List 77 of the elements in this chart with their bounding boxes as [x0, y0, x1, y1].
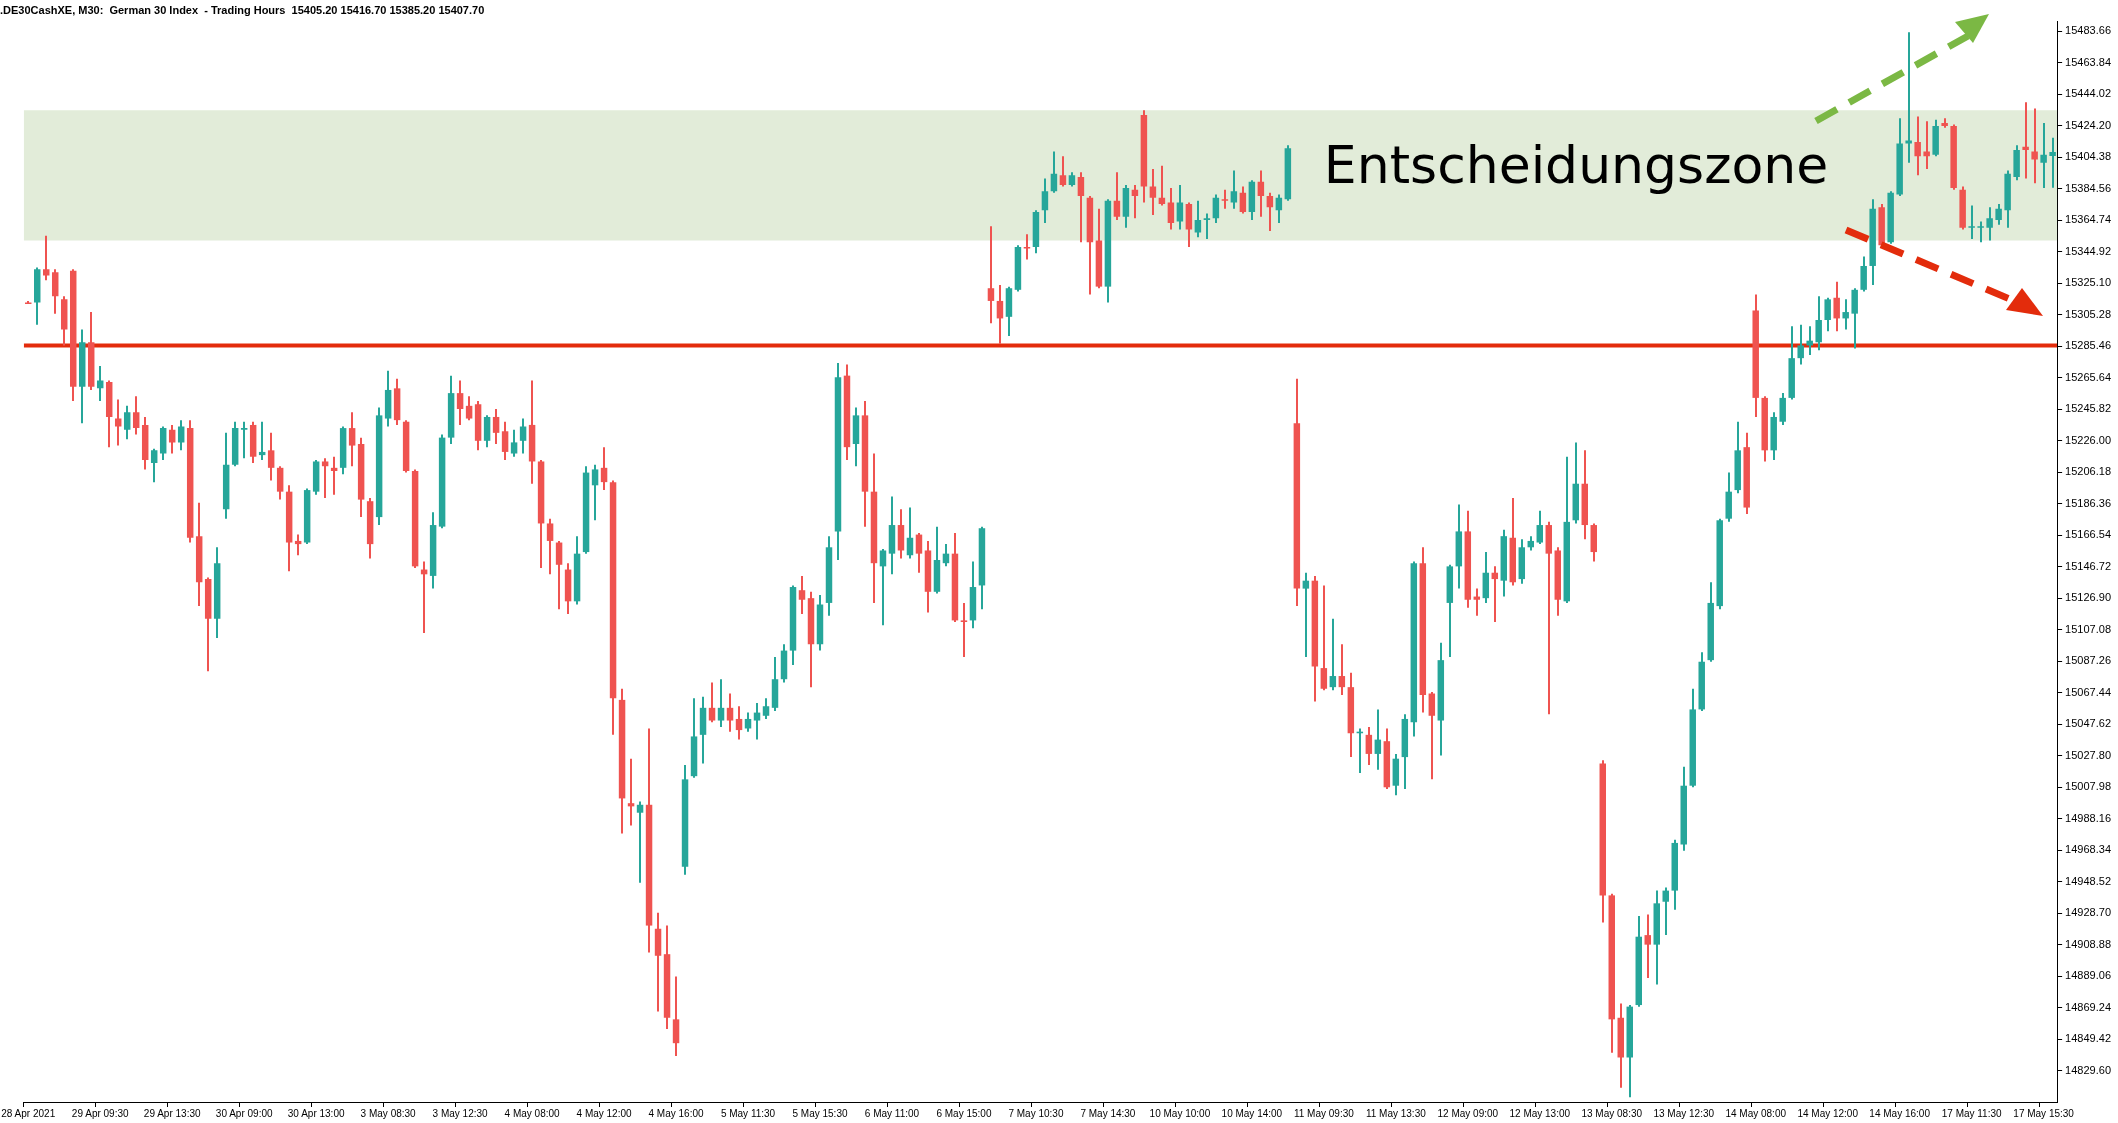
- y-tick-label: 15087.26: [2065, 654, 2112, 667]
- y-tick-label: 15364.74: [2065, 213, 2112, 226]
- x-tick-label: 13 May 12:30: [1653, 1107, 1715, 1119]
- x-tick-label: 12 May 13:00: [1509, 1107, 1571, 1119]
- x-tick-label: 17 May 15:30: [2013, 1107, 2075, 1119]
- chart-title: .DE30CashXE, M30: German 30 Index - Trading Hours 15405.20 15416.70 15385.20 15407.70: [0, 3, 485, 16]
- y-tick-label: 15325.10: [2065, 276, 2112, 289]
- y-tick-label: 15166.54: [2065, 528, 2112, 541]
- x-tick-label: 3 May 12:30: [432, 1107, 489, 1119]
- y-tick-label: 14968.34: [2065, 843, 2112, 856]
- y-tick-label: 15206.18: [2065, 465, 2112, 478]
- y-tick-label: 14869.24: [2065, 1000, 2112, 1013]
- y-tick-label: 14988.16: [2065, 811, 2112, 824]
- y-tick-label: 15107.08: [2065, 622, 2112, 635]
- candlestick: [960, 602, 968, 657]
- x-tick-label: 4 May 12:00: [576, 1107, 633, 1119]
- y-tick-label: 15226.00: [2065, 433, 2112, 446]
- x-tick-label: 30 Apr 13:00: [287, 1107, 345, 1119]
- y-tick-label: 15067.44: [2065, 685, 2112, 698]
- y-tick-label: 15384.56: [2065, 181, 2112, 194]
- y-tick-label: 15007.98: [2065, 780, 2112, 793]
- candlestick: [1977, 221, 1984, 243]
- candlestick: [1968, 205, 1975, 239]
- y-tick-label: 15404.38: [2065, 150, 2112, 163]
- x-tick-label: 12 May 09:00: [1437, 1107, 1499, 1119]
- candlestick: [1203, 213, 1211, 239]
- candlestick: [2022, 102, 2029, 179]
- x-tick-label: 7 May 14:30: [1080, 1107, 1136, 1119]
- x-tick-label: 6 May 11:00: [864, 1107, 920, 1119]
- y-tick-label: 15344.92: [2065, 244, 2112, 257]
- y-tick-label: 15483.66: [2065, 24, 2112, 37]
- candlestick: [240, 421, 248, 459]
- y-tick-label: 15424.20: [2065, 118, 2112, 131]
- x-tick-label: 5 May 15:30: [792, 1107, 848, 1119]
- x-tick-label: 3 May 08:30: [360, 1107, 417, 1119]
- x-tick-label: 28 Apr 2021: [1, 1107, 56, 1119]
- x-tick-label: 4 May 16:00: [648, 1107, 704, 1119]
- y-tick-label: 15146.72: [2065, 559, 2112, 572]
- x-tick-label: 11 May 09:30: [1293, 1107, 1355, 1119]
- candlestick: [1905, 32, 1912, 163]
- y-tick-label: 14928.70: [2065, 906, 2112, 919]
- x-tick-label: 13 May 08:30: [1581, 1107, 1643, 1119]
- x-tick-label: 10 May 14:00: [1221, 1107, 1283, 1119]
- candlestick: [1923, 121, 1930, 170]
- y-tick-label: 14849.42: [2065, 1032, 2112, 1045]
- x-tick-label: 14 May 16:00: [1869, 1107, 1931, 1119]
- y-tick-label: 15305.28: [2065, 307, 2112, 320]
- y-tick-label: 15027.80: [2065, 748, 2112, 761]
- y-tick-label: 14948.52: [2065, 874, 2112, 887]
- x-tick-label: 10 May 10:00: [1149, 1107, 1211, 1119]
- y-tick-label: 15186.36: [2065, 496, 2112, 509]
- y-tick-label: 15245.82: [2065, 402, 2112, 415]
- candlestick: [636, 801, 644, 883]
- x-tick-label: 29 Apr 13:30: [143, 1107, 201, 1119]
- y-tick-label: 15126.90: [2065, 591, 2112, 604]
- x-tick-label: 17 May 11:30: [1941, 1107, 2003, 1119]
- x-tick-label: 14 May 08:00: [1725, 1107, 1787, 1119]
- y-tick-label: 14889.06: [2065, 969, 2112, 982]
- y-tick-label: 15463.84: [2065, 55, 2112, 68]
- candlestick: [2031, 108, 2038, 184]
- candlestick: [1302, 572, 1310, 657]
- x-tick-label: 30 Apr 09:00: [215, 1107, 273, 1119]
- candlestick: [2049, 137, 2056, 188]
- x-tick-label: 4 May 08:00: [504, 1107, 561, 1119]
- x-tick-label: 29 Apr 09:30: [71, 1107, 130, 1119]
- x-tick-label: 7 May 10:30: [1008, 1107, 1064, 1119]
- x-tick-label: 14 May 12:00: [1797, 1107, 1859, 1119]
- y-tick-label: 15285.46: [2065, 339, 2112, 352]
- y-tick-label: 14829.60: [2065, 1063, 2112, 1076]
- x-tick-label: 11 May 13:30: [1365, 1107, 1427, 1119]
- x-tick-label: 6 May 15:00: [936, 1107, 992, 1119]
- y-tick-label: 15444.02: [2065, 87, 2112, 100]
- y-tick-label: 15047.62: [2065, 717, 2112, 730]
- band-label: Entscheidungszone: [1323, 134, 1829, 195]
- y-tick-label: 15265.64: [2065, 370, 2112, 383]
- y-tick-label: 14908.88: [2065, 937, 2112, 950]
- x-tick-label: 5 May 11:30: [720, 1107, 776, 1119]
